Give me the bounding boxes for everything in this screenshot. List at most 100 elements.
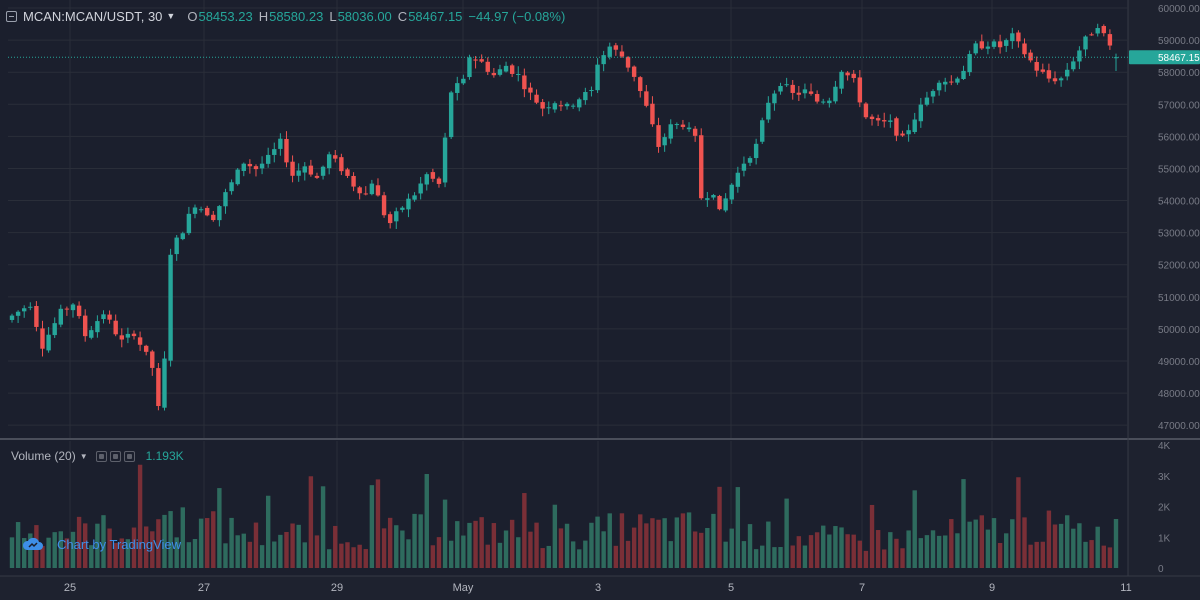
candle-body xyxy=(272,149,277,155)
tradingview-attribution[interactable]: Chart by TradingView xyxy=(22,534,181,554)
candle-body xyxy=(583,92,588,101)
volume-bar xyxy=(936,535,942,568)
volume-bar xyxy=(320,486,326,568)
volume-bar xyxy=(839,527,844,568)
volume-bar xyxy=(735,487,741,568)
candle-body xyxy=(186,213,192,234)
volume-tick-label: 3K xyxy=(1158,472,1171,483)
candle-body xyxy=(827,100,832,104)
candle-body xyxy=(1046,70,1052,79)
volume-bar xyxy=(1095,526,1100,568)
price-axis-panel xyxy=(1128,0,1200,600)
symbol-label[interactable]: MCAN:MCAN/USDT, 30 xyxy=(23,8,163,24)
candle-body xyxy=(320,166,326,176)
volume-bar xyxy=(1034,541,1039,568)
volume-bar xyxy=(650,518,655,568)
candle-body xyxy=(625,57,631,68)
volume-bar xyxy=(1004,533,1009,568)
volume-bar xyxy=(40,545,45,568)
volume-bar xyxy=(156,519,161,568)
chevron-down-icon[interactable]: ▼ xyxy=(79,451,88,461)
candle-body xyxy=(259,163,265,169)
volume-bar xyxy=(613,545,619,568)
candle-body xyxy=(900,133,905,136)
volume-bar xyxy=(943,535,948,568)
candle-body xyxy=(70,304,76,311)
candle-body xyxy=(912,119,917,133)
volume-bar xyxy=(345,542,350,568)
volume-bar xyxy=(961,479,966,568)
volume-bar xyxy=(95,523,100,568)
x-tick-label: 3 xyxy=(595,582,601,594)
candle-body xyxy=(1028,52,1033,61)
candle-body xyxy=(64,308,70,310)
candle-body xyxy=(430,172,436,179)
candle-body xyxy=(729,184,734,200)
candle-body xyxy=(839,71,844,89)
volume-bar xyxy=(729,528,734,568)
volume-bar xyxy=(1040,541,1046,568)
volume-bar xyxy=(64,538,70,568)
candle-body xyxy=(217,206,222,221)
volume-bar xyxy=(272,541,277,568)
candle-body xyxy=(15,311,21,316)
chart-symbol-icon[interactable] xyxy=(6,10,17,22)
attribution-label: Chart by TradingView xyxy=(57,536,182,552)
volume-bar xyxy=(204,518,210,568)
volume-bar xyxy=(997,543,1003,568)
candle-body xyxy=(522,75,527,90)
candle-body xyxy=(1077,50,1082,62)
volume-bar xyxy=(808,535,814,568)
chevron-down-icon[interactable]: ▼ xyxy=(166,11,176,21)
candle-body xyxy=(394,211,399,222)
volume-tick-label: 1K xyxy=(1158,533,1171,544)
candle-body xyxy=(753,143,759,159)
volume-bar xyxy=(1065,515,1070,568)
volume-bar xyxy=(339,543,344,568)
volume-bar xyxy=(711,513,716,568)
candle-series xyxy=(9,23,1119,411)
candle-body xyxy=(699,135,704,199)
volume-bar xyxy=(82,523,88,568)
last-price-tag xyxy=(1129,50,1200,65)
volume-bar xyxy=(326,549,332,568)
open-label: O xyxy=(187,8,198,24)
candle-body xyxy=(223,192,228,207)
volume-bar xyxy=(979,515,985,568)
y-tick-label: 50000.00 xyxy=(1158,325,1200,336)
candle-body xyxy=(979,41,985,49)
volume-bar xyxy=(394,525,399,568)
candle-body xyxy=(247,163,253,167)
close-icon[interactable] xyxy=(123,450,135,462)
volume-bar xyxy=(558,528,564,568)
volume-bar xyxy=(58,531,63,568)
candle-body xyxy=(961,70,966,80)
volume-tick-label: 4K xyxy=(1158,441,1171,452)
candle-body xyxy=(40,328,45,349)
volume-bar xyxy=(113,542,118,568)
candle-body xyxy=(894,118,899,136)
candle-body xyxy=(1089,34,1094,36)
volume-bar xyxy=(28,533,33,568)
volume-bar xyxy=(686,512,692,568)
candle-body xyxy=(943,81,948,85)
candle-body xyxy=(784,84,789,86)
volume-bar xyxy=(747,524,753,568)
candle-body xyxy=(95,321,100,333)
x-tick-label: 9 xyxy=(989,582,995,594)
settings-icon[interactable] xyxy=(109,450,121,462)
candle-body xyxy=(516,73,521,75)
hide-icon[interactable] xyxy=(95,450,107,462)
y-tick-label: 52000.00 xyxy=(1158,261,1200,272)
candle-body xyxy=(540,102,545,109)
candle-body xyxy=(442,137,448,183)
volume-bar xyxy=(467,522,472,568)
volume-bar xyxy=(1046,510,1052,568)
candle-body xyxy=(76,305,82,317)
candle-body xyxy=(692,128,698,136)
volume-bar xyxy=(570,541,576,568)
volume-title[interactable]: Volume (20) xyxy=(11,449,76,463)
volume-bar xyxy=(644,523,649,568)
